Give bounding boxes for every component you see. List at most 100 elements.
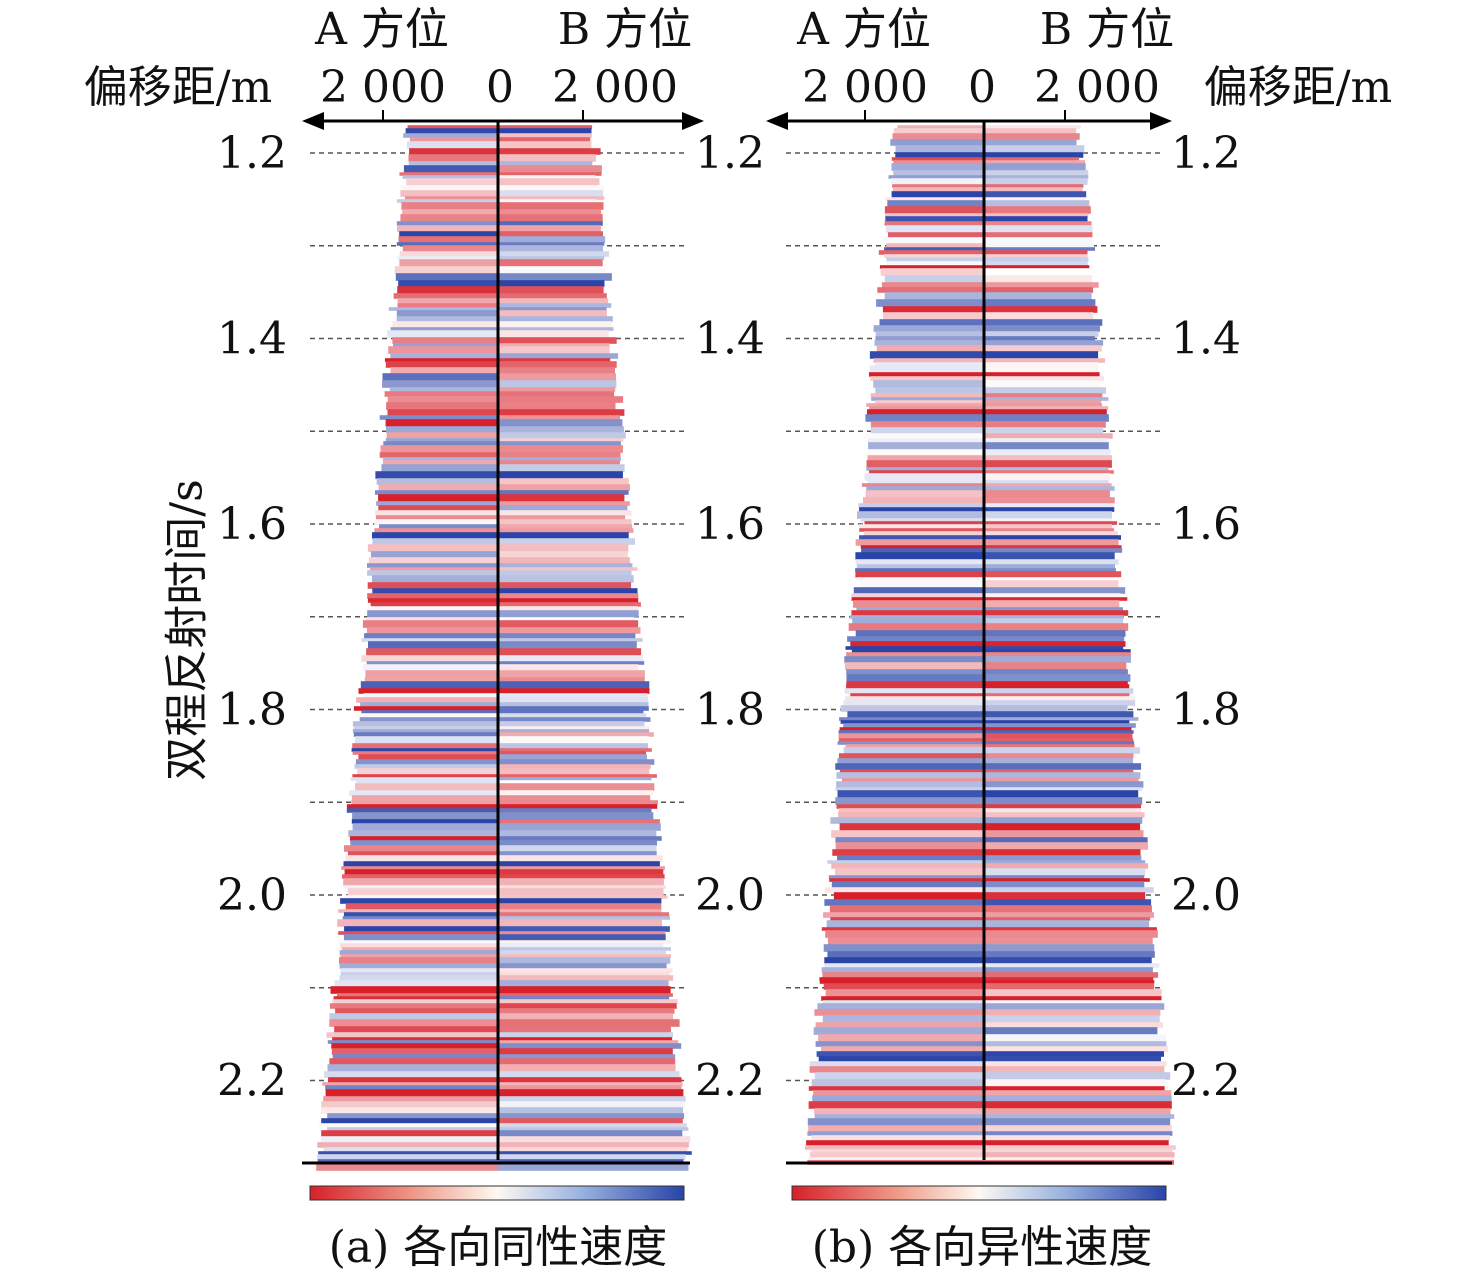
colorbar xyxy=(791,1185,1167,1201)
gather-trace-strip xyxy=(984,905,1152,913)
gather-trace-strip xyxy=(352,823,498,831)
gather-trace-strip xyxy=(835,787,984,791)
gather-trace-strip xyxy=(984,1056,1161,1062)
gather-trace-strip xyxy=(498,1013,673,1020)
y-tick-label: 1.6 xyxy=(217,499,287,550)
gather-trace-strip xyxy=(498,236,606,243)
gather-trace-strip xyxy=(498,426,624,433)
gather-trace-strip xyxy=(396,199,498,203)
gather-trace-strip xyxy=(984,427,1104,434)
gather-trace-strip xyxy=(331,1048,498,1055)
gather-trace-strip xyxy=(984,139,1077,146)
gather-trace-strip xyxy=(498,432,626,439)
gather-trace-strip xyxy=(984,688,1134,694)
gather-trace-strip xyxy=(984,467,1109,471)
gather-trace-strip xyxy=(347,851,498,856)
gather-trace-strip xyxy=(984,593,1121,598)
gather-trace-strip xyxy=(984,577,1124,581)
y-tick-label: 2.2 xyxy=(1171,1056,1241,1107)
gather-trace-strip xyxy=(897,125,984,129)
gather-trace-strip xyxy=(498,800,658,805)
gather-trace-strip xyxy=(402,209,498,215)
axis-arrow-right xyxy=(1150,112,1172,130)
gather-trace-strip xyxy=(397,286,498,294)
gather-trace-strip xyxy=(984,351,1099,359)
gather-trace-strip xyxy=(891,191,984,198)
gather-trace-strip xyxy=(341,866,498,870)
gather-trace-strip xyxy=(498,321,612,328)
gather-trace-strip xyxy=(498,172,602,176)
gather-trace-strip xyxy=(498,980,669,987)
gather-trace-strip xyxy=(818,1056,984,1062)
gather-trace-strip xyxy=(984,738,1134,742)
gather-trace-strip xyxy=(406,178,498,186)
gather-trace-strip xyxy=(984,1051,1164,1057)
gather-trace-strip xyxy=(327,1040,498,1044)
gather-trace-strip xyxy=(498,1123,687,1128)
gather-trace-strip xyxy=(367,610,498,618)
gather-trace-strip xyxy=(837,741,984,745)
gather-trace-strip xyxy=(498,337,617,344)
gather-trace-strip xyxy=(340,898,498,904)
gather-trace-strip xyxy=(821,1046,984,1052)
gather-trace-strip xyxy=(353,726,498,730)
gather-trace-strip xyxy=(352,751,498,755)
gather-trace-strip xyxy=(326,1032,498,1038)
gather-trace-strip xyxy=(808,1125,984,1132)
gather-trace-strip xyxy=(398,280,498,287)
gather-trace-strip xyxy=(863,497,984,504)
gather-trace-strip xyxy=(984,1090,1172,1096)
x-tick-label: 0 xyxy=(486,62,514,113)
gather-trace-strip xyxy=(835,842,984,850)
gather-trace-strip xyxy=(835,837,984,843)
gather-trace-strip xyxy=(498,764,651,769)
gather-trace-strip xyxy=(498,1096,686,1102)
gather-trace-strip xyxy=(864,531,984,536)
y-tick-label: 1.8 xyxy=(695,685,765,736)
gather-trace-strip xyxy=(829,878,984,882)
gather-trace-strip xyxy=(372,575,498,583)
gather-trace-strip xyxy=(498,1089,684,1097)
gather-trace-strip xyxy=(498,947,671,951)
gather-trace-strip xyxy=(332,1054,498,1059)
gather-trace-strip xyxy=(850,693,984,697)
gather-trace-strip xyxy=(859,528,984,532)
gather-trace-strip xyxy=(498,617,635,621)
gather-trace-strip xyxy=(885,197,984,201)
gather-trace-strip xyxy=(828,875,984,879)
gather-trace-strip xyxy=(397,303,498,308)
gather-trace-strip xyxy=(498,888,664,896)
gather-trace-strip xyxy=(984,568,1116,572)
gather-trace-strip xyxy=(809,1066,984,1073)
gather-trace-strip xyxy=(846,669,984,675)
gather-trace-strip xyxy=(317,1142,498,1148)
x-tick-label: 2 000 xyxy=(802,62,928,113)
gather-trace-strip xyxy=(849,615,984,619)
gather-trace-strip xyxy=(396,221,498,226)
gather-trace-strip xyxy=(498,519,632,525)
gather-trace-strip xyxy=(355,783,498,791)
gather-trace-strip xyxy=(327,1113,498,1119)
gather-trace-strip xyxy=(498,866,665,870)
gather-trace-strip xyxy=(364,633,498,639)
gather-trace-strip xyxy=(330,986,498,994)
gather-trace-strip xyxy=(498,729,650,733)
gather-trace-strip xyxy=(498,1154,686,1160)
gather-trace-strip xyxy=(847,636,984,642)
gather-trace-strip xyxy=(984,433,1113,439)
gather-trace-strip xyxy=(403,133,498,138)
x-tick-label: 2 000 xyxy=(320,62,446,113)
gather-trace-strip xyxy=(866,403,984,407)
gather-trace-strip xyxy=(984,545,1122,549)
gather-trace-strip xyxy=(808,1101,984,1109)
gather-trace-strip xyxy=(984,213,1089,217)
gather-trace-strip xyxy=(498,419,623,427)
gather-trace-strip xyxy=(984,855,1142,861)
gather-trace-strip xyxy=(498,280,605,287)
gather-trace-strip xyxy=(837,758,984,764)
gather-trace-strip xyxy=(858,503,984,508)
gather-trace-strip xyxy=(392,321,498,328)
gather-trace-strip xyxy=(327,1127,498,1131)
gather-trace-strip xyxy=(390,327,498,331)
gather-trace-strip xyxy=(984,184,1084,188)
